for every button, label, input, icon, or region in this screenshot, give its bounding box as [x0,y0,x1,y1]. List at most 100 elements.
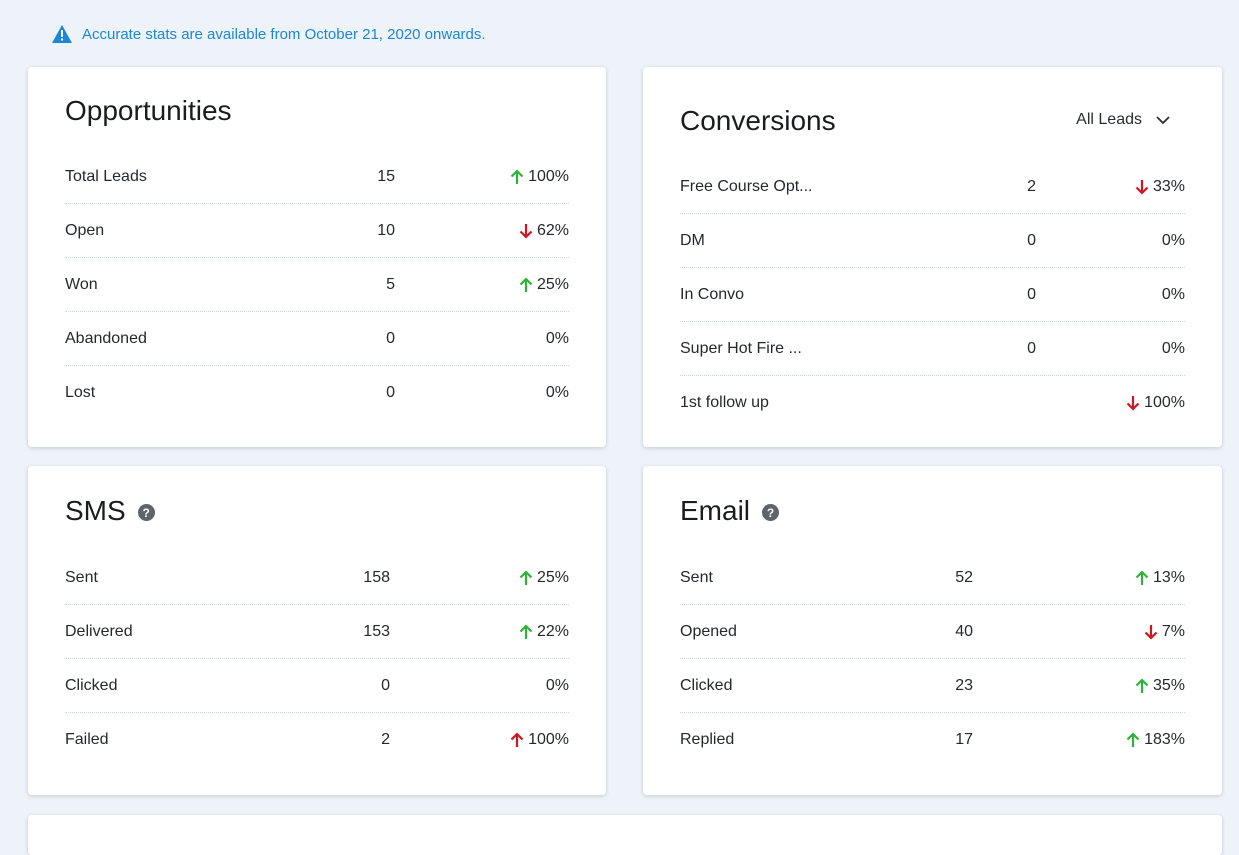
card-title: SMS ? [65,495,155,527]
arrow-down-icon [519,223,533,239]
stat-change: 62% [519,222,569,240]
conversions-title: Conversions [680,105,836,136]
conversions-card: Conversions All Leads Free Course Opt...… [643,67,1222,447]
change-percent: 0% [545,329,569,347]
stat-change: 0% [546,330,569,348]
arrow-up-icon [1135,677,1149,693]
stat-row: Failed 2 100% [65,713,569,766]
change-percent: 0% [1161,339,1185,357]
stat-change: 7% [1144,623,1185,641]
stat-row: In Convo 0 0% [680,268,1185,322]
stat-value: 158 [363,568,390,586]
stat-row: Open 10 62% [65,204,569,258]
stat-label: Abandoned [65,329,147,347]
stat-value: 17 [955,730,973,748]
stat-change: 100% [1126,394,1185,412]
arrow-up-icon [519,623,533,639]
stat-label: Clicked [680,676,733,694]
email-title: Email [680,495,751,526]
sms-title: SMS [65,495,126,526]
stat-value: 0 [1027,339,1036,357]
arrow-up-icon [1126,731,1140,747]
stat-change: 0% [1162,232,1185,250]
stat-label: Delivered [65,622,133,640]
change-percent: 100% [528,167,569,185]
stat-value: 0 [1027,231,1036,249]
leads-filter-dropdown[interactable]: All Leads [1076,111,1170,129]
email-card: Email ? Sent 52 13% Opened 40 7% Clicked 23 35% R… [643,466,1222,795]
change-percent: 13% [1152,568,1185,586]
stat-row: Lost 0 0% [65,366,569,419]
help-icon[interactable]: ? [137,504,155,521]
stat-value: 0 [381,676,390,694]
change-percent: 0% [1161,285,1185,303]
stat-value: 0 [1027,285,1036,303]
notice-text: Accurate stats are available from Octobe… [82,25,486,43]
stat-value: 23 [955,676,973,694]
arrow-up-icon [519,569,533,585]
stat-change: 33% [1135,178,1185,196]
stat-row: Won 5 25% [65,258,569,312]
stat-value: 153 [363,622,390,640]
stat-label: Won [65,275,98,293]
stat-value: 10 [377,221,395,239]
stat-row: Abandoned 0 0% [65,312,569,366]
stat-change: 0% [546,677,569,695]
stat-row: Free Course Opt... 2 33% [680,160,1185,214]
email-rows: Sent 52 13% Opened 40 7% Clicked 23 35% Replied 17… [680,551,1185,766]
stat-change: 0% [546,384,569,402]
stat-label: Replied [680,730,735,748]
arrow-up-icon [510,168,524,184]
stat-label: Clicked [65,676,118,694]
arrow-up-icon [1135,569,1149,585]
card-title: Email ? [680,495,780,527]
arrow-down-icon [1126,395,1140,411]
change-percent: 0% [1161,231,1185,249]
stat-change: 13% [1135,569,1185,587]
stat-label: In Convo [680,285,745,303]
stat-change: 22% [519,623,569,641]
stat-change: 0% [1162,286,1185,304]
help-icon[interactable]: ? [762,504,780,521]
stat-row: 1st follow up 100% [680,376,1185,429]
stat-row: Delivered 153 22% [65,605,569,659]
next-card [28,815,1222,855]
stat-row: Clicked 23 35% [680,659,1185,713]
stat-label: Opened [680,622,737,640]
stat-row: Clicked 0 0% [65,659,569,713]
stat-label: 1st follow up [680,393,769,411]
arrow-up-icon [510,731,524,747]
card-title: Opportunities [65,95,232,127]
stat-value: 40 [955,622,973,640]
stat-label: Sent [65,568,98,586]
change-percent: 25% [536,275,569,293]
stat-label: Lost [65,383,96,401]
stat-change: 35% [1135,677,1185,695]
stat-value: 15 [377,167,395,185]
stat-row: Sent 52 13% [680,551,1185,605]
change-percent: 25% [536,568,569,586]
change-percent: 33% [1152,177,1185,195]
change-percent: 100% [528,730,569,748]
stat-change: 25% [519,276,569,294]
stats-notice: Accurate stats are available from Octobe… [52,22,486,46]
stat-label: DM [680,231,705,249]
stat-change: 183% [1126,731,1185,749]
opportunities-card: Opportunities Total Leads 15 100% Open 10 62%… [28,67,606,447]
opportunities-rows: Total Leads 15 100% Open 10 62% Won 5 25% Abandon… [65,150,569,419]
change-percent: 35% [1152,676,1185,694]
conversions-rows: Free Course Opt... 2 33% DM 0 0% In Convo 0 0% Su… [680,160,1185,429]
stat-change: 100% [510,731,569,749]
arrow-down-icon [1144,624,1158,640]
stat-change: 25% [519,569,569,587]
sms-card: SMS ? Sent 158 25% Delivered 153 22% Clicked 0 0… [28,466,606,795]
opportunities-title: Opportunities [65,95,232,126]
card-title: Conversions [680,105,836,137]
stat-value: 2 [1027,177,1036,195]
change-percent: 22% [536,622,569,640]
stat-label: Total Leads [65,167,147,185]
change-percent: 62% [536,221,569,239]
sms-rows: Sent 158 25% Delivered 153 22% Clicked 0 0% Faile… [65,551,569,766]
filter-label: All Leads [1076,111,1142,128]
stat-row: Super Hot Fire ... 0 0% [680,322,1185,376]
